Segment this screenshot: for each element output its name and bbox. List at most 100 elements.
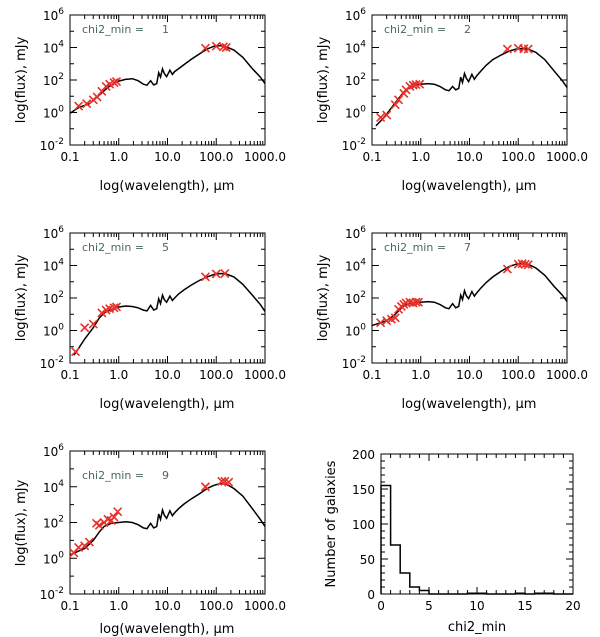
panel-sed-2: 0.1 1.0 10.0 100.0 1000.0 10-2 100 102 104 106 ch… <box>316 7 588 194</box>
y-tick-label: 10-2 <box>342 355 366 371</box>
x-axis-label: log(wavelength), μm <box>100 622 235 637</box>
observed-flux-point <box>70 347 81 357</box>
observed-flux-point <box>109 512 119 522</box>
y-tick-label: 10-2 <box>342 137 366 153</box>
x-tick-label: 1.0 <box>109 368 128 382</box>
observed-flux-point <box>221 42 231 53</box>
y-tick-label: 50 <box>360 553 375 567</box>
y-tick-label: 10-2 <box>40 355 64 371</box>
model-sed-curve <box>69 482 266 556</box>
y-tick-label: 106 <box>43 225 64 241</box>
observed-flux-point <box>382 110 392 120</box>
histogram-steps <box>380 484 573 595</box>
observed-flux-point <box>113 507 123 517</box>
x-tick-label: 0.1 <box>60 150 79 164</box>
y-tick-label: 104 <box>345 258 366 274</box>
observed-flux-point <box>88 319 98 329</box>
y-tick-label: 0 <box>367 588 375 602</box>
y-tick-label: 102 <box>43 515 64 531</box>
y-tick-label: 100 <box>43 550 64 566</box>
chi2-annotation-label: chi2_min = <box>82 23 144 36</box>
observed-flux-point <box>200 272 211 282</box>
chi2-annotation-value: 7 <box>464 241 471 254</box>
observed-flux-point <box>411 80 421 90</box>
x-tick-label: 10.0 <box>154 150 181 164</box>
chi2-annotation-value: 5 <box>162 241 169 254</box>
observed-flux-point <box>74 101 84 111</box>
observed-flux-point <box>376 112 386 122</box>
observed-flux-point <box>502 264 513 274</box>
y-tick-label: 106 <box>43 443 64 459</box>
x-tick-label: 0.1 <box>362 150 381 164</box>
y-tick-label: 100 <box>43 323 64 339</box>
y-tick-label: 104 <box>345 40 366 56</box>
observed-flux-point <box>413 297 424 307</box>
x-tick-label: 0.1 <box>362 368 381 382</box>
y-tick-label: 106 <box>345 225 366 241</box>
chi2-annotation-value: 1 <box>162 23 169 36</box>
observed-flux-point <box>211 269 221 279</box>
x-axis-label: log(wavelength), μm <box>100 397 235 412</box>
panel-sed-1: 0.1 1.0 10.0 100.0 1000.0 10-2 100 102 104 106 ch… <box>14 7 286 194</box>
chi2-annotation-value: 2 <box>464 23 471 36</box>
observed-flux-point <box>390 100 400 110</box>
y-tick-label: 104 <box>43 40 64 56</box>
observed-flux-point <box>200 43 211 53</box>
y-tick-label: 100 <box>345 323 366 339</box>
observed-flux-point <box>94 520 104 530</box>
observed-flux-point <box>502 44 513 54</box>
y-tick-label: 100 <box>345 105 366 121</box>
x-axis-label: chi2_min <box>448 620 506 635</box>
x-tick-label: 15 <box>517 599 532 613</box>
x-tick-label: 5 <box>425 599 433 613</box>
y-tick-label: 102 <box>43 290 64 306</box>
observed-flux-point <box>111 77 122 87</box>
x-tick-label: 10 <box>469 599 484 613</box>
x-tick-label: 0.1 <box>60 368 79 382</box>
observed-flux-point <box>220 268 230 279</box>
x-tick-label: 100.0 <box>199 599 233 613</box>
panel-sed-7: 0.1 1.0 10.0 100.0 1000.0 10-2 100 102 104 106 ch… <box>316 225 588 412</box>
y-tick-label: 102 <box>345 290 366 306</box>
observed-flux-point <box>390 313 400 323</box>
y-axis-label: log(flux), mJy <box>316 254 331 341</box>
observed-flux-point <box>200 482 211 492</box>
y-tick-label: 106 <box>43 7 64 23</box>
observed-flux-point <box>211 41 221 51</box>
x-tick-label: 1.0 <box>411 150 430 164</box>
y-tick-label: 10-2 <box>40 137 64 153</box>
x-tick-label: 1000.0 <box>546 368 588 382</box>
x-tick-label: 1.0 <box>109 599 128 613</box>
x-tick-label: 10.0 <box>456 368 483 382</box>
x-tick-label: 0.1 <box>60 599 79 613</box>
histogram-bin <box>391 545 401 594</box>
y-axis-label: log(flux), mJy <box>14 254 29 341</box>
x-tick-label: 20 <box>565 599 580 613</box>
observed-flux-point <box>109 303 119 313</box>
x-tick-label: 10.0 <box>456 150 483 164</box>
x-tick-label: 1.0 <box>411 368 430 382</box>
y-tick-label: 104 <box>43 479 64 495</box>
x-axis-label: log(wavelength), μm <box>100 179 235 194</box>
observed-flux-point <box>97 308 107 318</box>
observed-flux-point <box>376 318 386 328</box>
model-sed-curve <box>371 262 568 327</box>
observed-flux-point <box>393 95 404 105</box>
y-tick-label: 150 <box>352 483 375 497</box>
observed-flux-point <box>74 542 84 553</box>
x-tick-label: 1000.0 <box>244 368 286 382</box>
observed-flux-point <box>415 79 425 89</box>
chi2-annotation-label: chi2_min = <box>384 241 446 254</box>
y-tick-label: 100 <box>43 105 64 121</box>
observed-flux-point <box>82 99 92 109</box>
observed-flux-point <box>218 42 228 52</box>
panel-sed-9: 0.1 1.0 10.0 100.0 1000.0 10-2 100 102 104 106 ch… <box>14 443 286 637</box>
x-tick-label: 100.0 <box>199 150 233 164</box>
y-axis-label: log(flux), mJy <box>14 479 29 566</box>
y-axis-label: log(flux), mJy <box>14 36 29 123</box>
y-tick-label: 102 <box>43 72 64 88</box>
chi2-annotation-label: chi2_min = <box>384 23 446 36</box>
y-axis-label: Number of galaxies <box>324 460 339 587</box>
